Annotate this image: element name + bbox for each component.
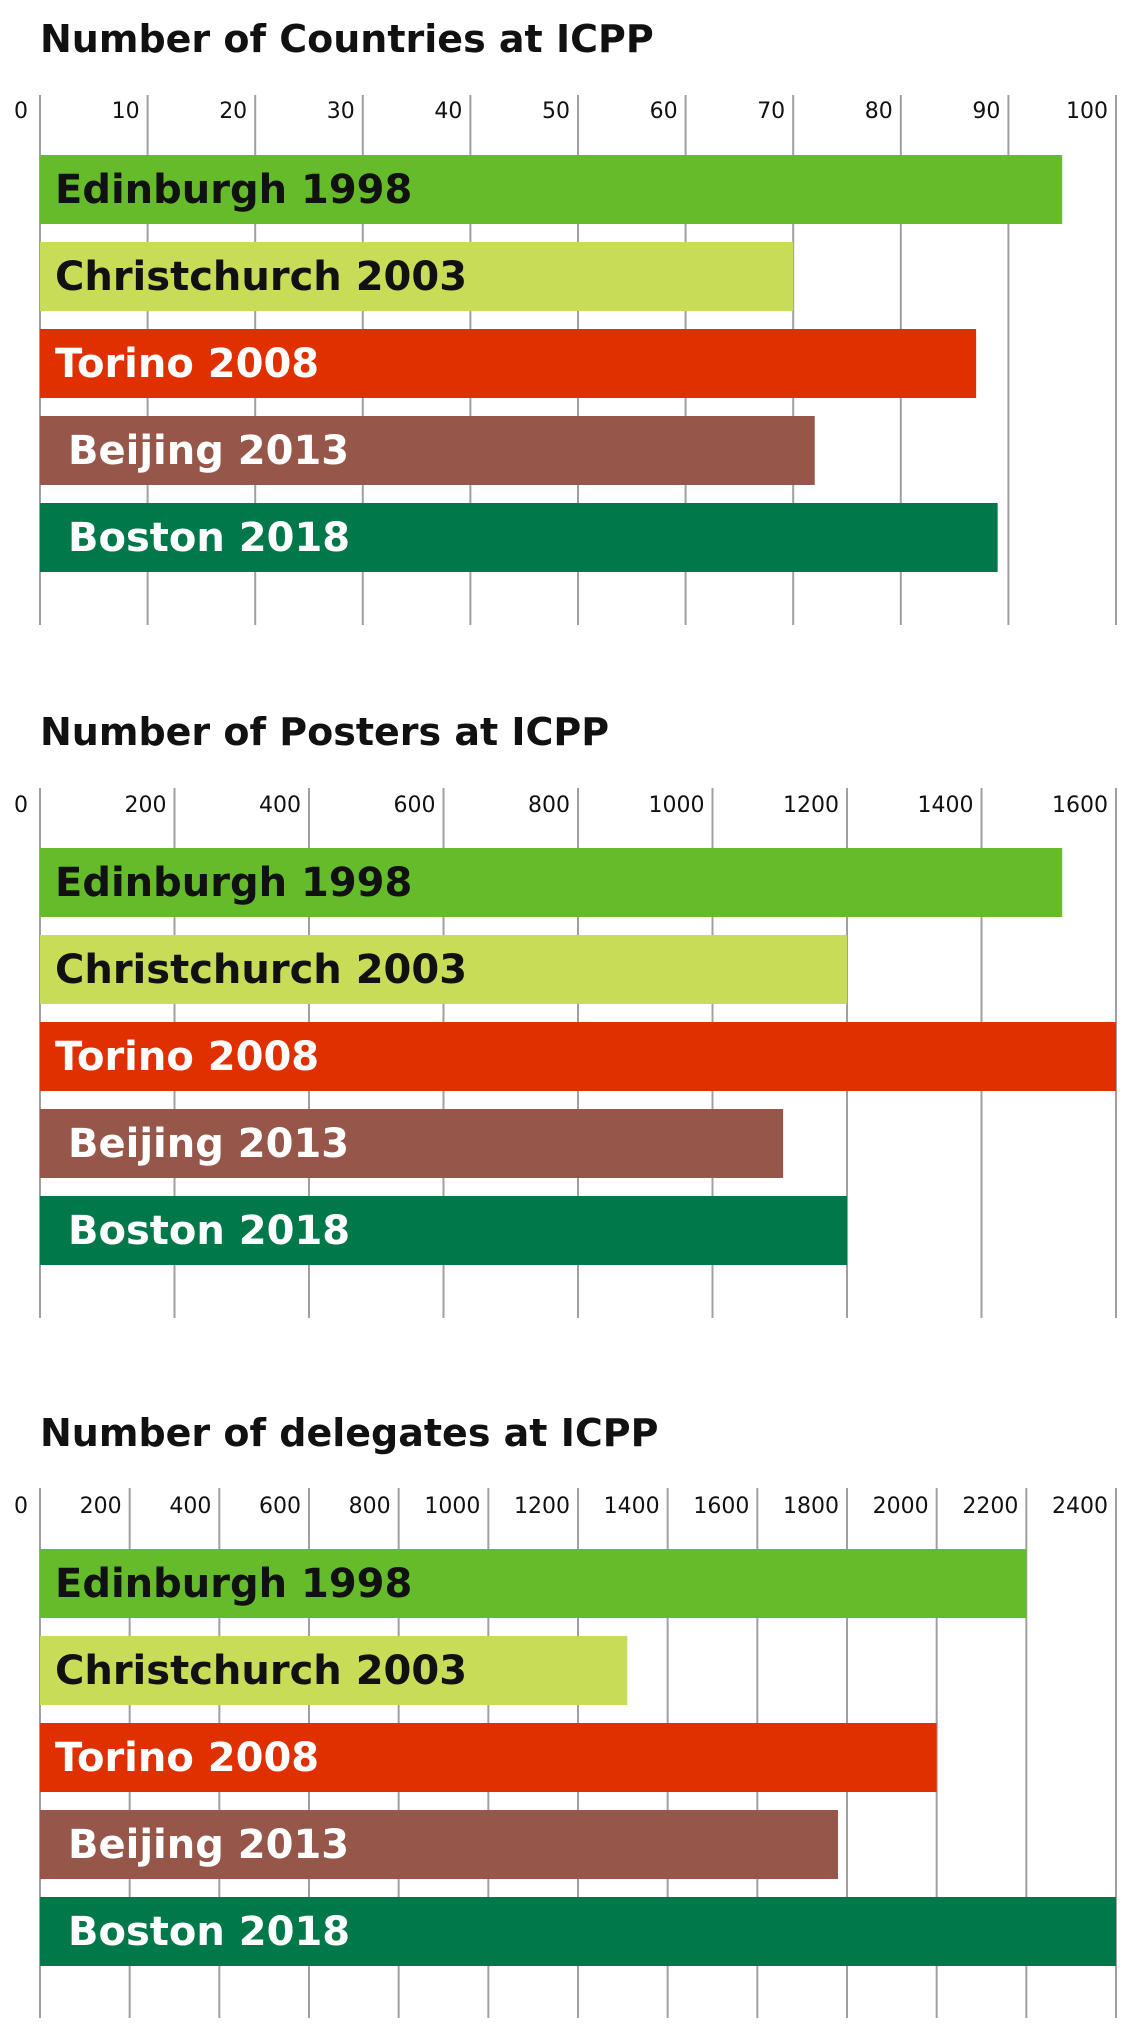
bar-beijing [40, 416, 815, 485]
bar-beijing [40, 1109, 784, 1178]
tick-label: 600 [394, 793, 436, 818]
bar-label: Beijing 2013 [68, 428, 349, 474]
bar-label: Boston 2018 [68, 1909, 350, 1955]
bar-label: Edinburgh 1998 [55, 167, 412, 213]
bar-torino [40, 1723, 937, 1792]
chart-title: Number of Countries at ICPP [40, 17, 654, 61]
chart-title: Number of Posters at ICPP [40, 710, 609, 754]
tick-label: 0 [14, 1494, 28, 1519]
tick-label: 1200 [783, 793, 839, 818]
tick-label: 1800 [783, 1494, 839, 1519]
bar-torino [40, 329, 977, 398]
tick-label: 70 [757, 99, 785, 124]
tick-label: 2400 [1052, 1494, 1108, 1519]
tick-label: 2000 [873, 1494, 929, 1519]
tick-label: 1000 [649, 793, 705, 818]
bar-label: Christchurch 2003 [55, 254, 467, 300]
chart-2: Number of Posters at ICPP 0 200 400 600 800 10… [14, 710, 1117, 1318]
bar-christchurch [40, 242, 794, 311]
tick-label: 400 [169, 1494, 211, 1519]
bar-boston [40, 503, 998, 572]
bar-edinburgh [40, 1549, 1027, 1618]
bar-label: Edinburgh 1998 [55, 860, 412, 906]
tick-label: 30 [327, 99, 355, 124]
tick-label: 100 [1066, 99, 1108, 124]
bar-label: Beijing 2013 [68, 1822, 349, 1868]
tick-label: 10 [112, 99, 140, 124]
tick-label: 1000 [424, 1494, 480, 1519]
bar-label: Torino 2008 [55, 1034, 319, 1080]
tick-label: 1400 [604, 1494, 660, 1519]
tick-label: 600 [259, 1494, 301, 1519]
tick-label: 20 [219, 99, 247, 124]
bar-label: Christchurch 2003 [55, 1648, 467, 1694]
tick-label: 80 [865, 99, 893, 124]
bar-christchurch [40, 935, 847, 1004]
tick-label: 1600 [1052, 793, 1108, 818]
tick-label: 50 [542, 99, 570, 124]
bar-edinburgh [40, 155, 1063, 224]
bar-label: Torino 2008 [55, 1735, 319, 1781]
bar-label: Torino 2008 [55, 341, 319, 387]
tick-label: 2200 [962, 1494, 1018, 1519]
tick-label: 60 [650, 99, 678, 124]
tick-label: 1600 [693, 1494, 749, 1519]
bar-label: Edinburgh 1998 [55, 1561, 412, 1607]
bar-edinburgh [40, 848, 1063, 917]
tick-label: 0 [14, 99, 28, 124]
bar-label: Beijing 2013 [68, 1121, 349, 1167]
bar-boston [40, 1897, 1116, 1966]
bar-label: Christchurch 2003 [55, 947, 467, 993]
bar-torino [40, 1022, 1116, 1091]
tick-label: 1200 [514, 1494, 570, 1519]
chart-1: Number of Countries at ICPP 0 10 20 30 40 50 60… [14, 17, 1117, 625]
bar-label: Boston 2018 [68, 1208, 350, 1254]
tick-label: 800 [528, 793, 570, 818]
tick-label: 40 [434, 99, 462, 124]
tick-label: 90 [972, 99, 1000, 124]
bar-beijing [40, 1810, 839, 1879]
tick-label: 200 [80, 1494, 122, 1519]
bar-christchurch [40, 1636, 628, 1705]
tick-label: 400 [259, 793, 301, 818]
chart-3: Number of delegates at ICPP 0 200 400 600 800… [14, 1411, 1117, 2018]
bar-label: Boston 2018 [68, 515, 350, 561]
bar-boston [40, 1196, 847, 1265]
tick-label: 0 [14, 793, 28, 818]
tick-label: 800 [349, 1494, 391, 1519]
chart-title: Number of delegates at ICPP [40, 1411, 658, 1455]
tick-label: 200 [125, 793, 167, 818]
tick-label: 1400 [918, 793, 974, 818]
